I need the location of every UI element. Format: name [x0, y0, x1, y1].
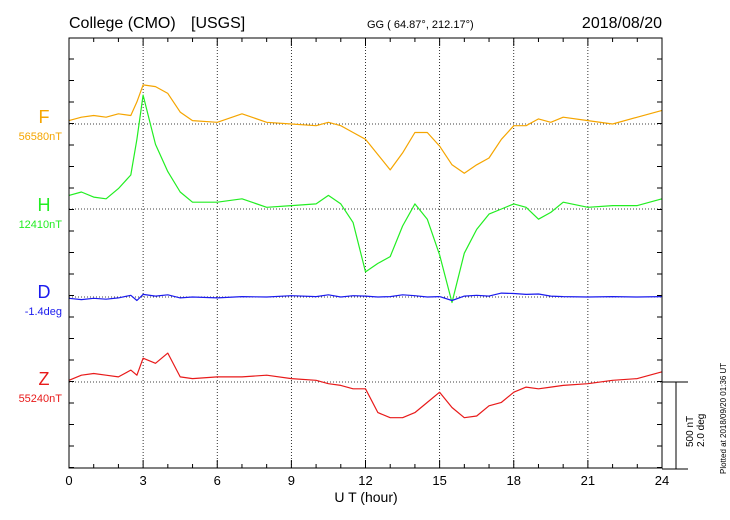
x-axis-label: U T (hour)	[334, 489, 397, 505]
series-labels: F 56580nT H 12410nT D -1.4deg Z 55240nT	[19, 107, 63, 405]
plot-frame	[68, 37, 663, 469]
x-tick-label: 6	[214, 473, 221, 488]
series-line-f	[68, 84, 663, 174]
x-tick-label: 3	[140, 473, 147, 488]
series-name-d: D	[38, 282, 51, 302]
x-tick-label: 0	[65, 473, 72, 488]
x-tick-label: 18	[507, 473, 521, 488]
grid	[69, 38, 662, 468]
series-baseline-h: 12410nT	[19, 219, 63, 231]
series-name-f: F	[39, 107, 50, 127]
source-label: [USGS]	[191, 15, 245, 32]
series-baseline-z: 55240nT	[19, 393, 63, 405]
series-name-z: Z	[39, 369, 50, 389]
geo-coordinates: GG ( 64.87°, 212.17°)	[367, 19, 474, 31]
series-name-h: H	[38, 195, 51, 215]
x-tick-label: 24	[655, 473, 669, 488]
date-label: 2018/08/20	[582, 15, 662, 32]
series-line-z	[68, 352, 663, 419]
x-tick-label: 9	[288, 473, 295, 488]
scale-bar-nt: 500 nT	[685, 416, 696, 447]
x-tick-label: 15	[432, 473, 446, 488]
series-lines	[68, 84, 663, 419]
scale-bar-deg: 2.0 deg	[696, 414, 707, 447]
station-title: College (CMO)	[69, 15, 176, 32]
series-baseline-f: 56580nT	[19, 131, 63, 143]
axis-ticks: 0 3 6 9 12 15 18 21 24	[65, 38, 669, 488]
scale-bar: 500 nT 2.0 deg	[662, 381, 707, 470]
x-tick-label: 12	[358, 473, 372, 488]
series-line-d	[68, 292, 663, 302]
x-tick-label: 21	[581, 473, 595, 488]
plotted-timestamp: Plotted at 2018/09/20 01:36 UT	[719, 363, 728, 474]
series-baseline-d: -1.4deg	[25, 306, 62, 318]
series-line-h	[68, 94, 663, 304]
